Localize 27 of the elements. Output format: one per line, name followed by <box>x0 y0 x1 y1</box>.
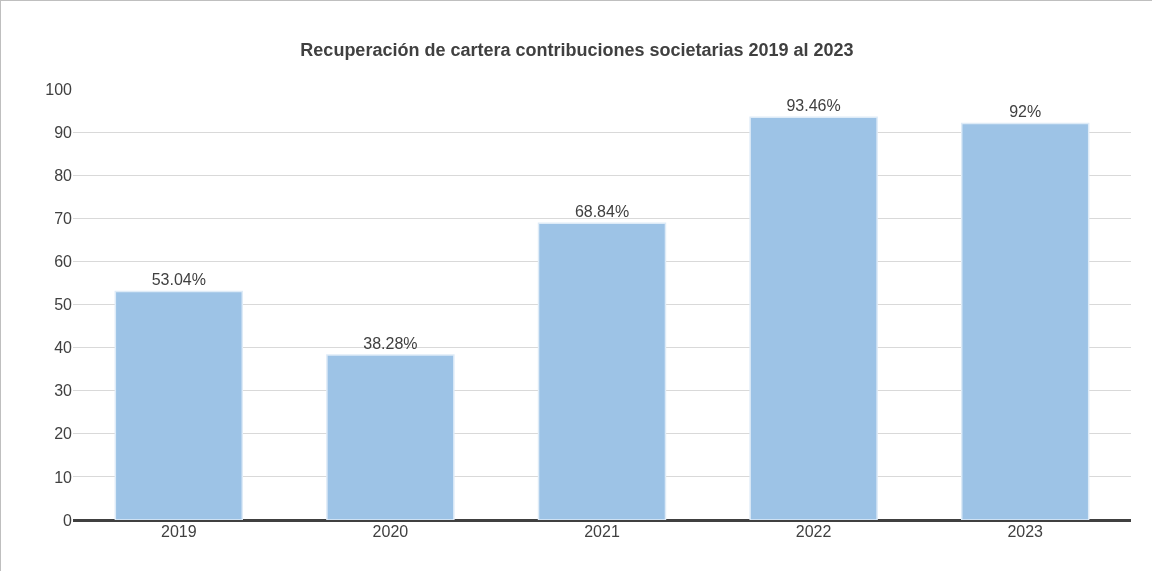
bar <box>960 122 1090 520</box>
y-tick-label: 80 <box>54 166 73 184</box>
y-tick-label: 90 <box>54 123 73 141</box>
y-tick-label: 70 <box>54 209 73 227</box>
chart-title: Recuperación de cartera contribuciones societarias 2019 al 2023 <box>300 40 854 61</box>
y-tick-label: 10 <box>54 468 73 486</box>
y-tick-label: 20 <box>54 425 73 443</box>
x-tick-label: 2022 <box>795 523 832 540</box>
data-label: 92% <box>1009 103 1042 121</box>
y-tick-label: 0 <box>63 511 73 529</box>
y-tick-label: 100 <box>45 80 73 98</box>
data-label: 93.46% <box>786 97 841 115</box>
data-label: 38.28% <box>363 335 418 353</box>
data-label: 53.04% <box>151 271 206 289</box>
x-tick-label: 2020 <box>372 523 409 540</box>
x-tick-label: 2023 <box>1007 523 1044 540</box>
y-tick-label: 40 <box>54 339 73 357</box>
y-tick-label: 30 <box>54 382 73 400</box>
bar <box>749 116 878 520</box>
bar <box>537 222 667 520</box>
bar <box>326 354 455 520</box>
y-tick-label: 60 <box>54 253 73 270</box>
x-tick-label: 2019 <box>161 523 197 540</box>
y-tick-label: 50 <box>54 296 73 314</box>
bar <box>114 290 244 520</box>
x-tick-label: 2021 <box>584 523 620 540</box>
data-label: 68.84% <box>574 203 630 221</box>
